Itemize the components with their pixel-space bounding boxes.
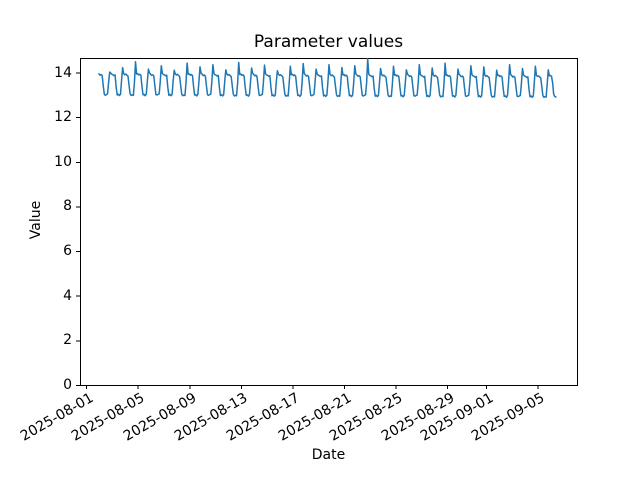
y-tick-label: 14 bbox=[54, 64, 72, 81]
axes-box bbox=[80, 58, 578, 386]
y-tick-label: 0 bbox=[63, 377, 72, 393]
chart-title: Parameter values bbox=[253, 32, 404, 52]
y-tick-label: 4 bbox=[63, 287, 72, 304]
x-axis-label: Date bbox=[311, 447, 346, 463]
y-tick-label: 2 bbox=[63, 332, 72, 349]
y-tick-label: 12 bbox=[54, 109, 72, 126]
y-tick-label: 10 bbox=[54, 153, 72, 170]
y-tick-label: 8 bbox=[63, 198, 72, 215]
y-tick-label: 6 bbox=[63, 243, 72, 260]
data-line-parameter bbox=[98, 57, 557, 99]
